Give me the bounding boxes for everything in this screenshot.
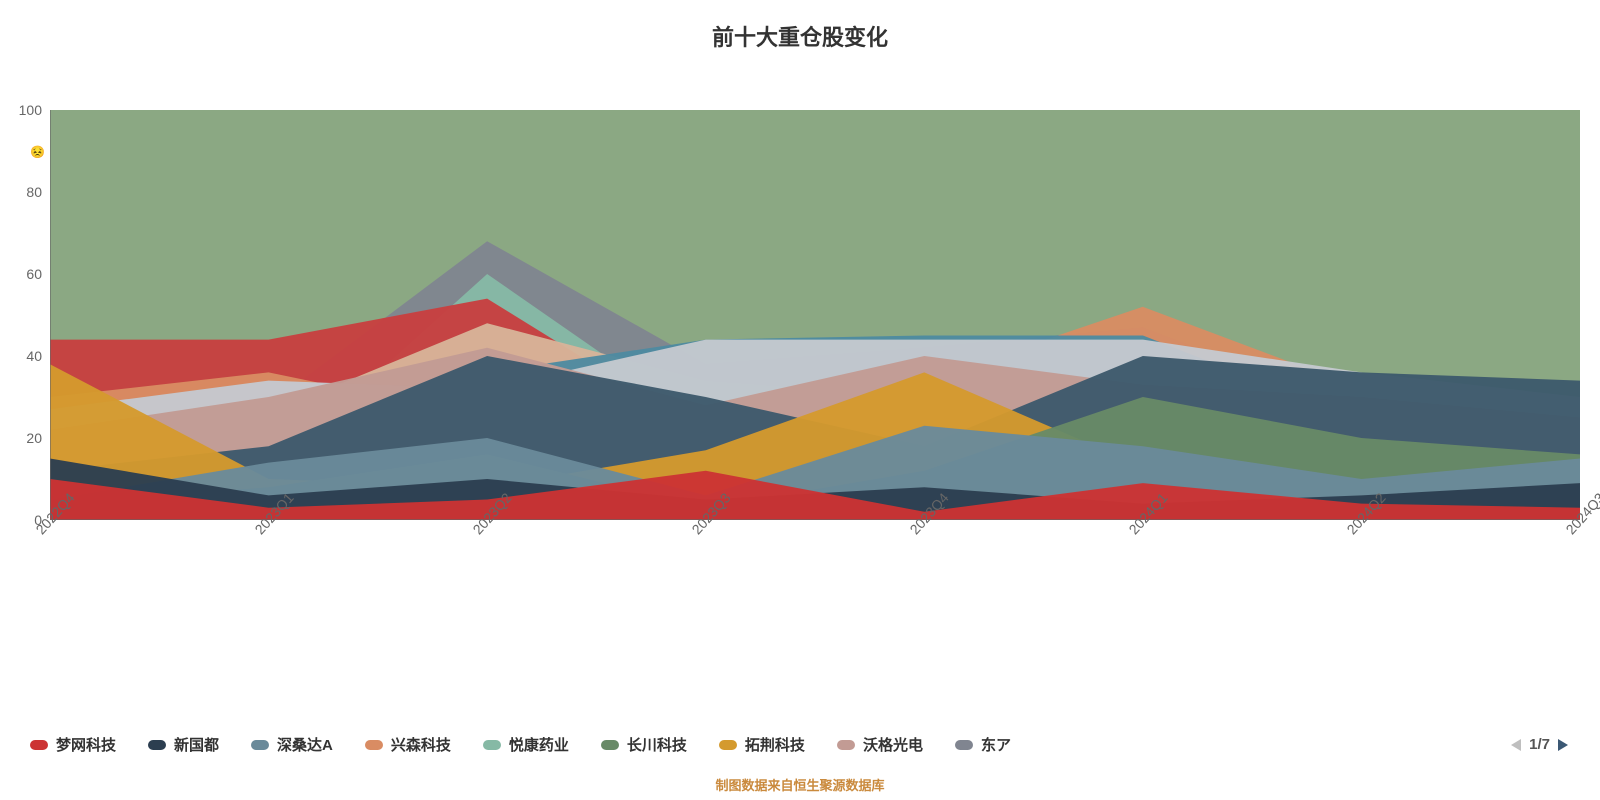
legend-swatch-icon	[30, 740, 48, 750]
legend-item[interactable]: 拓荆科技	[719, 734, 805, 755]
legend-swatch-icon	[837, 740, 855, 750]
legend-item[interactable]: 梦网科技	[30, 734, 116, 755]
y-tick-label: 100	[19, 102, 42, 118]
legend-item[interactable]: 深桑达A	[251, 734, 333, 755]
legend-label: 悦康药业	[509, 734, 569, 755]
legend-item[interactable]: 新国都	[148, 734, 219, 755]
legend-label: 拓荆科技	[745, 734, 805, 755]
legend-item[interactable]: 悦康药业	[483, 734, 569, 755]
legend-pager: 1/7	[1489, 736, 1570, 753]
legend-items: 梦网科技 新国都 深桑达A 兴森科技 悦康药业 长川科技 拓荆科技 沃格光电 东ア	[30, 734, 1489, 755]
legend-label: 深桑达A	[277, 734, 333, 755]
area-chart-svg	[50, 110, 1580, 520]
pager-next-icon[interactable]	[1556, 737, 1570, 753]
legend-item[interactable]: 东ア	[955, 734, 1011, 755]
legend-label: 梦网科技	[56, 734, 116, 755]
y-tick-label: 20	[26, 430, 42, 446]
legend-swatch-icon	[251, 740, 269, 750]
y-tick-label: 80	[26, 184, 42, 200]
legend-swatch-icon	[148, 740, 166, 750]
chart-area: 😣 0204060801002022Q42023Q12023Q22023Q320…	[50, 110, 1580, 520]
legend-label: 东ア	[981, 734, 1011, 755]
chart-title: 前十大重仓股变化	[0, 0, 1600, 52]
legend-swatch-icon	[719, 740, 737, 750]
legend-label: 兴森科技	[391, 734, 451, 755]
y-tick-label: 40	[26, 348, 42, 364]
legend-bar: 梦网科技 新国都 深桑达A 兴森科技 悦康药业 长川科技 拓荆科技 沃格光电 东ア 1/7	[30, 734, 1570, 755]
y-tick-label: 60	[26, 266, 42, 282]
pager-prev-icon[interactable]	[1509, 737, 1523, 753]
legend-item[interactable]: 沃格光电	[837, 734, 923, 755]
legend-label: 沃格光电	[863, 734, 923, 755]
legend-swatch-icon	[601, 740, 619, 750]
pager-label: 1/7	[1529, 736, 1550, 753]
legend-label: 长川科技	[627, 734, 687, 755]
credit-text: 制图数据来自恒生聚源数据库	[0, 775, 1600, 794]
y-emoji-icon: 😣	[30, 145, 45, 159]
legend-item[interactable]: 兴森科技	[365, 734, 451, 755]
legend-swatch-icon	[365, 740, 383, 750]
legend-label: 新国都	[174, 734, 219, 755]
legend-swatch-icon	[955, 740, 973, 750]
legend-item[interactable]: 长川科技	[601, 734, 687, 755]
legend-swatch-icon	[483, 740, 501, 750]
